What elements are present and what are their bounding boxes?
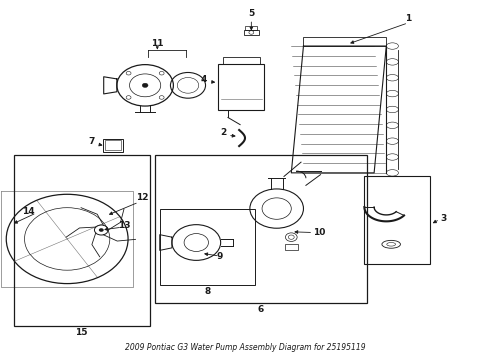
Circle shape: [99, 228, 104, 232]
Bar: [14, 155, 150, 327]
Text: 2009 Pontiac G3 Water Pump Assembly Diagram for 25195119: 2009 Pontiac G3 Water Pump Assembly Diag…: [124, 343, 366, 352]
Circle shape: [142, 83, 148, 87]
Text: 12: 12: [136, 193, 149, 202]
Bar: [245, 26, 257, 30]
Bar: [155, 155, 367, 303]
Text: 2: 2: [220, 129, 226, 138]
Text: 15: 15: [75, 328, 88, 337]
Text: 13: 13: [118, 221, 131, 230]
Text: 6: 6: [258, 305, 264, 314]
Text: 10: 10: [313, 228, 325, 237]
Text: 3: 3: [440, 214, 446, 223]
Text: 1: 1: [405, 14, 411, 23]
Bar: [105, 140, 121, 150]
Text: 8: 8: [204, 287, 210, 296]
Text: 9: 9: [217, 252, 223, 261]
Text: 4: 4: [200, 75, 207, 84]
Bar: [303, 37, 386, 46]
Bar: [365, 176, 430, 264]
Text: 14: 14: [22, 207, 34, 216]
Bar: [103, 139, 123, 152]
Bar: [218, 64, 265, 111]
Text: 7: 7: [88, 137, 95, 146]
Text: 11: 11: [151, 39, 164, 48]
Bar: [244, 30, 259, 35]
Bar: [285, 244, 297, 249]
Bar: [160, 208, 255, 285]
Text: 5: 5: [248, 9, 254, 18]
Bar: [223, 57, 260, 64]
